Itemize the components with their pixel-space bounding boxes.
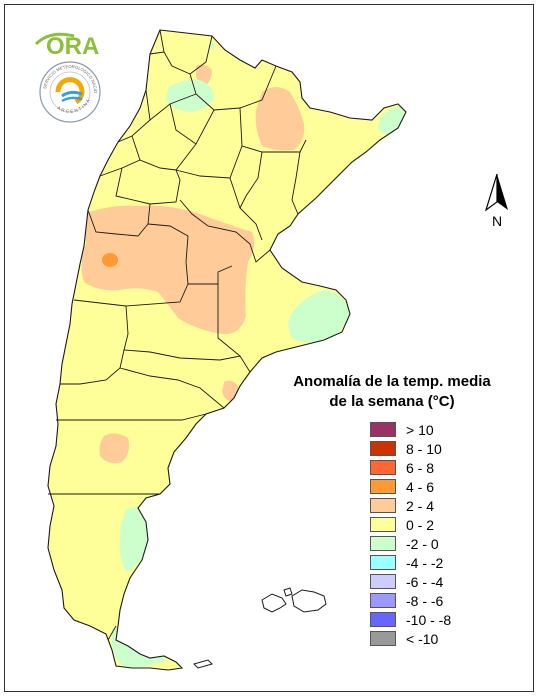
legend-item: 6 - 8	[370, 458, 451, 477]
anomaly-zone-2-4-patagonia	[99, 433, 130, 464]
legend-swatch	[370, 498, 396, 513]
north-arrow-label: N	[492, 213, 502, 228]
legend-label: -8 - -6	[406, 592, 444, 609]
legend-title-line1: Anomalía de la temp. media	[293, 373, 491, 390]
legend-swatch	[370, 422, 396, 437]
legend-item: -6 - -4	[370, 572, 451, 591]
legend-label: -6 - -4	[406, 573, 444, 590]
legend-item: 8 - 10	[370, 439, 451, 458]
anomaly-zone-4-6-mendoza	[102, 253, 118, 267]
anomaly-zone-2-4-central	[81, 205, 255, 335]
legend-label: 2 - 4	[406, 497, 435, 514]
legend-swatch	[370, 441, 396, 456]
legend-label: 6 - 8	[406, 459, 435, 476]
ora-logo-text: ORA	[46, 33, 99, 60]
north-arrow-icon: N	[484, 173, 508, 228]
anomaly-zone-neg2-0-misiones	[378, 107, 404, 135]
legend-swatch	[370, 517, 396, 532]
smn-wave-icon	[61, 90, 83, 98]
legend-swatch	[370, 631, 396, 646]
legend-item: 2 - 4	[370, 496, 451, 515]
legend-swatch	[370, 612, 396, 627]
legend-swatch	[370, 574, 396, 589]
legend-label: 4 - 6	[406, 478, 435, 495]
legend-label: 8 - 10	[406, 440, 442, 457]
legend-label: -4 - -2	[406, 554, 444, 571]
ora-logo: ORA	[34, 32, 99, 60]
legend-item: -10 - -8	[370, 610, 451, 629]
legend-item: 0 - 2	[370, 515, 451, 534]
legend-item: -4 - -2	[370, 553, 451, 572]
anomaly-zone-neg2-0-chubut	[119, 506, 154, 572]
legend-label: > 10	[406, 421, 434, 438]
legend: Anomalía de la temp. media de la semana …	[292, 372, 492, 647]
smn-seal: SERVICIO METEOROLÓGICO NACIONAL ARGENTIN…	[38, 60, 101, 123]
ora-logo-swoosh	[34, 32, 75, 46]
legend-label: < -10	[406, 630, 439, 647]
legend-item: -8 - -6	[370, 591, 451, 610]
islas-malvinas	[261, 587, 327, 613]
legend-item: < -10	[370, 629, 451, 648]
legend-swatch	[370, 536, 396, 551]
legend-title: Anomalía de la temp. media de la semana …	[292, 372, 492, 412]
legend-swatch	[370, 555, 396, 570]
province-borders	[48, 29, 307, 641]
anomaly-zone-neg2-0-buenos-aires	[288, 290, 350, 343]
legend-item: > 10	[370, 420, 451, 439]
smn-sun-icon	[55, 77, 85, 105]
legend-label: 0 - 2	[406, 516, 435, 533]
legend-title-line2: de la semana (°C)	[329, 393, 455, 410]
isla-de-los-estados	[193, 659, 213, 669]
legend-label: -10 - -8	[406, 611, 452, 628]
legend-label: -2 - 0	[406, 535, 439, 552]
legend-swatch	[370, 460, 396, 475]
legend-swatch	[370, 479, 396, 494]
anomaly-zone-2-4-northeast	[255, 87, 305, 151]
legend-swatch	[370, 593, 396, 608]
anomaly-zone-neg2-0-tierra-del-fuego	[112, 626, 166, 668]
legend-items: > 10 8 - 10 6 - 8 4 - 6 2 - 4 0 - 2 -2 -…	[370, 420, 451, 648]
legend-item: -2 - 0	[370, 534, 451, 553]
land-base-anomaly-0-2	[48, 30, 406, 670]
legend-item: 4 - 6	[370, 477, 451, 496]
